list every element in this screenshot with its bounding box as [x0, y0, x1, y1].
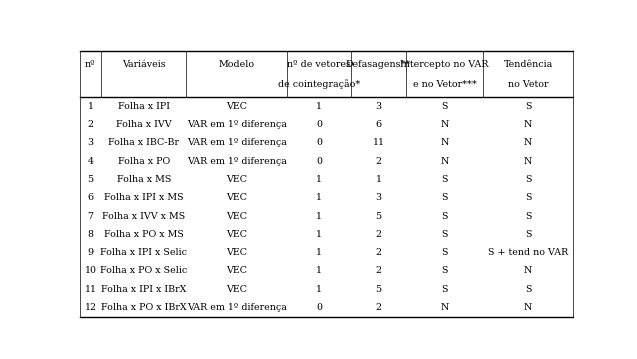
Text: S: S: [525, 102, 531, 111]
Text: VAR em 1º diferença: VAR em 1º diferença: [187, 303, 287, 312]
Text: Folha x IVV: Folha x IVV: [116, 120, 171, 129]
Text: Folha x IVV x MS: Folha x IVV x MS: [102, 211, 185, 220]
Text: Folha x PO x Selic: Folha x PO x Selic: [100, 266, 187, 275]
Text: N: N: [524, 157, 533, 165]
Text: 1: 1: [316, 266, 322, 275]
Text: 6: 6: [375, 120, 382, 129]
Text: 3: 3: [87, 138, 94, 147]
Text: 8: 8: [87, 230, 94, 239]
Text: 1: 1: [316, 248, 322, 257]
Text: e no Vetor***: e no Vetor***: [413, 80, 476, 89]
Text: 1: 1: [316, 102, 322, 111]
Text: VEC: VEC: [226, 193, 247, 202]
Text: nº: nº: [85, 60, 96, 69]
Text: 0: 0: [316, 157, 322, 165]
Text: 1: 1: [316, 230, 322, 239]
Text: S: S: [441, 248, 448, 257]
Text: Folha x PO x IBrX: Folha x PO x IBrX: [101, 303, 187, 312]
Text: S + tend no VAR: S + tend no VAR: [488, 248, 568, 257]
Text: 2: 2: [376, 266, 382, 275]
Text: Folha x MS: Folha x MS: [117, 175, 171, 184]
Text: S: S: [525, 230, 531, 239]
Text: N: N: [441, 138, 449, 147]
Text: Folha x IBC-Br: Folha x IBC-Br: [108, 138, 179, 147]
Text: Folha x IPI: Folha x IPI: [118, 102, 170, 111]
Text: Intercepto no VAR: Intercepto no VAR: [401, 60, 489, 69]
Text: S: S: [441, 285, 448, 294]
Text: S: S: [441, 102, 448, 111]
Text: S: S: [441, 175, 448, 184]
Text: 1: 1: [316, 211, 322, 220]
Text: VEC: VEC: [226, 102, 247, 111]
Text: N: N: [441, 120, 449, 129]
Text: N: N: [441, 157, 449, 165]
Text: S: S: [525, 285, 531, 294]
Text: VAR em 1º diferença: VAR em 1º diferença: [187, 120, 287, 129]
Text: 0: 0: [316, 120, 322, 129]
Text: 1: 1: [316, 175, 322, 184]
Text: nº de vetores: nº de vetores: [287, 60, 351, 69]
Text: 2: 2: [376, 157, 382, 165]
Text: Folha x IPI x Selic: Folha x IPI x Selic: [100, 248, 187, 257]
Text: 5: 5: [375, 211, 382, 220]
Text: N: N: [524, 266, 533, 275]
Text: S: S: [441, 193, 448, 202]
Text: N: N: [524, 120, 533, 129]
Text: S: S: [525, 175, 531, 184]
Text: 2: 2: [376, 248, 382, 257]
Text: de cointegração*: de cointegração*: [278, 79, 360, 89]
Text: Folha x PO x MS: Folha x PO x MS: [104, 230, 183, 239]
Text: 6: 6: [87, 193, 94, 202]
Text: Tendência: Tendência: [503, 60, 553, 69]
Text: 10: 10: [85, 266, 96, 275]
Text: 11: 11: [373, 138, 385, 147]
Text: 12: 12: [85, 303, 96, 312]
Text: N: N: [524, 138, 533, 147]
Text: VAR em 1º diferença: VAR em 1º diferença: [187, 138, 287, 147]
Text: 3: 3: [375, 102, 382, 111]
Text: 7: 7: [87, 211, 94, 220]
Text: Defasagens**: Defasagens**: [346, 60, 411, 69]
Text: VEC: VEC: [226, 248, 247, 257]
Text: 0: 0: [316, 138, 322, 147]
Text: Folha x IPI x MS: Folha x IPI x MS: [104, 193, 183, 202]
Text: S: S: [525, 211, 531, 220]
Text: VEC: VEC: [226, 285, 247, 294]
Text: N: N: [441, 303, 449, 312]
Text: 1: 1: [316, 285, 322, 294]
Text: 9: 9: [87, 248, 94, 257]
Text: 0: 0: [316, 303, 322, 312]
Text: 2: 2: [376, 230, 382, 239]
Text: 11: 11: [85, 285, 96, 294]
Text: 5: 5: [375, 285, 382, 294]
Text: Modelo: Modelo: [218, 60, 255, 69]
Text: Variáveis: Variáveis: [122, 60, 166, 69]
Text: 2: 2: [376, 303, 382, 312]
Text: VEC: VEC: [226, 211, 247, 220]
Text: 3: 3: [375, 193, 382, 202]
Text: S: S: [441, 211, 448, 220]
Text: VEC: VEC: [226, 230, 247, 239]
Text: 1: 1: [87, 102, 94, 111]
Text: VEC: VEC: [226, 266, 247, 275]
Text: 1: 1: [316, 193, 322, 202]
Text: 1: 1: [376, 175, 382, 184]
Text: 2: 2: [87, 120, 94, 129]
Text: 5: 5: [87, 175, 94, 184]
Text: N: N: [524, 303, 533, 312]
Text: no Vetor: no Vetor: [508, 80, 548, 89]
Text: Folha x PO: Folha x PO: [118, 157, 170, 165]
Text: Folha x IPI x IBrX: Folha x IPI x IBrX: [101, 285, 187, 294]
Text: S: S: [525, 193, 531, 202]
Text: S: S: [441, 266, 448, 275]
Text: VAR em 1º diferença: VAR em 1º diferença: [187, 157, 287, 165]
Text: VEC: VEC: [226, 175, 247, 184]
Text: S: S: [441, 230, 448, 239]
Text: 4: 4: [87, 157, 94, 165]
